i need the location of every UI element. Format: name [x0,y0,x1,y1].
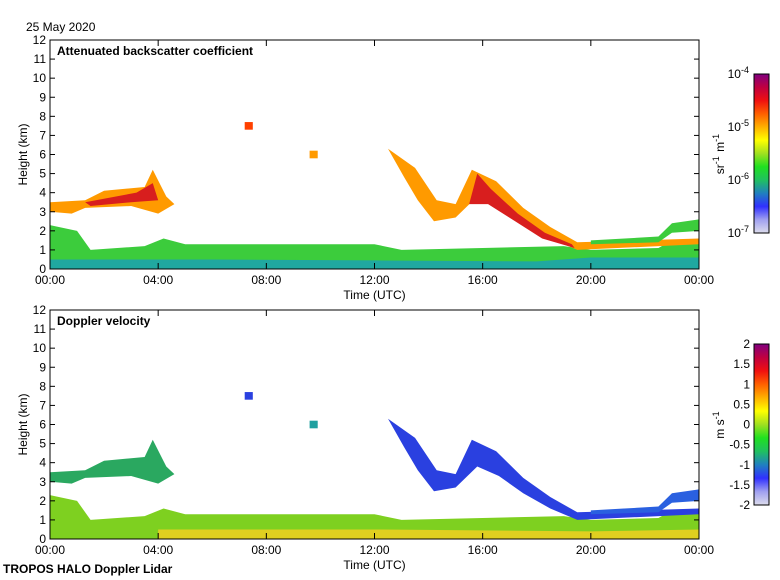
y-tick-label: 0 [39,532,46,546]
feature-boundary-layer [50,495,699,539]
feature-surface-layer [158,529,699,539]
feature-residual-layer [50,439,175,484]
feature-residual-layer-core [85,183,159,207]
colorbar-tick-label: 1 [743,377,750,391]
feature-cloud-layer [388,418,699,520]
colorbar: 10-4 10-5 10-6 10-7 sr-1 m-1 [711,65,770,240]
feature-speck-1 [244,122,253,130]
feature-speck-1 [244,392,253,400]
data-field [50,392,699,539]
panel-title: Attenuated backscatter coefficient [57,44,253,58]
feature-residual-layer [50,169,175,214]
colorbar-label: sr-1 m-1 [711,133,727,174]
x-tick-label: 16:00 [468,273,498,287]
colorbar-tick-label: 10-4 [728,65,750,81]
data-field [50,122,699,269]
colorbar-tick-label: -0.5 [729,438,750,452]
footer-label: TROPOS HALO Doppler Lidar [3,562,173,576]
y-tick-label: 3 [39,205,46,219]
colorbar-label: m s-1 [711,410,727,438]
colorbar-tick-label: 1.5 [733,357,750,371]
y-tick-label: 0 [39,262,46,276]
y-tick-label: 10 [33,71,47,85]
colorbar-tick-label: 10-6 [728,171,750,187]
y-tick-label: 12 [33,33,47,47]
y-tick-label: 7 [39,128,46,142]
y-tick-label: 6 [39,148,46,162]
y-tick-label: 8 [39,379,46,393]
feature-speck-2 [309,420,318,429]
colorbar-gradient [753,73,770,234]
x-tick-label: 00:00 [684,543,714,557]
colorbar-gradient [753,343,770,506]
x-tick-label: 20:00 [576,273,606,287]
x-tick-label: 08:00 [251,543,281,557]
y-tick-label: 8 [39,109,46,123]
y-tick-label: 9 [39,360,46,374]
y-tick-label: 6 [39,418,46,432]
y-tick-label: 5 [39,437,46,451]
colorbar-tick-label: -1 [739,458,750,472]
feature-speck-2 [309,150,318,159]
x-tick-label: 00:00 [35,543,65,557]
date-label: 25 May 2020 [26,20,96,34]
plot-frame [49,39,700,270]
colorbar-tick-label: 10-5 [728,118,750,134]
y-tick-label: 4 [39,456,46,470]
y-tick-label: 7 [39,398,46,412]
y-tick-label: 2 [39,494,46,508]
plot-frame [49,309,700,540]
y-tick-label: 10 [33,341,47,355]
x-tick-label: 16:00 [468,543,498,557]
feature-upper-aerosol [590,219,699,245]
x-axis-label: Time (UTC) [343,288,405,302]
y-tick-label: 3 [39,475,46,489]
x-tick-label: 08:00 [251,273,281,287]
y-tick-label: 11 [34,322,47,336]
x-tick-label: 00:00 [35,273,65,287]
x-tick-label: 04:00 [143,273,173,287]
y-tick-label: 4 [39,186,46,200]
feature-boundary-layer [50,225,699,269]
y-tick-label: 11 [34,52,47,66]
x-axis-label: Time (UTC) [343,558,405,572]
colorbar-tick-label: 0.5 [733,397,750,411]
y-tick-label: 2 [39,224,46,238]
y-tick-label: 1 [39,243,46,257]
feature-upper-aerosol [590,489,699,515]
x-tick-label: 12:00 [359,273,389,287]
x-tick-label: 20:00 [576,543,606,557]
y-tick-label: 5 [39,167,46,181]
y-tick-label: 12 [33,303,47,317]
feature-cloud-core [469,173,575,249]
x-tick-label: 00:00 [684,273,714,287]
panel-title: Doppler velocity [57,314,151,328]
colorbar: 2 1.5 1 0.5 0 -0.5 -1 -1.5 -2 m s-1 [711,337,770,512]
y-axis-label: Height (km) [16,123,30,185]
x-tick-label: 04:00 [143,543,173,557]
colorbar-tick-label: -1.5 [729,478,750,492]
colorbar-tick-label: 2 [743,337,750,351]
colorbar-tick-label: 10-7 [728,224,750,240]
y-axis-label: Height (km) [16,393,30,455]
feature-cloud-layer [388,148,699,250]
colorbar-tick-label: 0 [743,418,750,432]
colorbar-tick-label: -2 [739,498,750,512]
y-tick-label: 9 [39,90,46,104]
x-tick-label: 12:00 [359,543,389,557]
y-tick-label: 1 [39,513,46,527]
